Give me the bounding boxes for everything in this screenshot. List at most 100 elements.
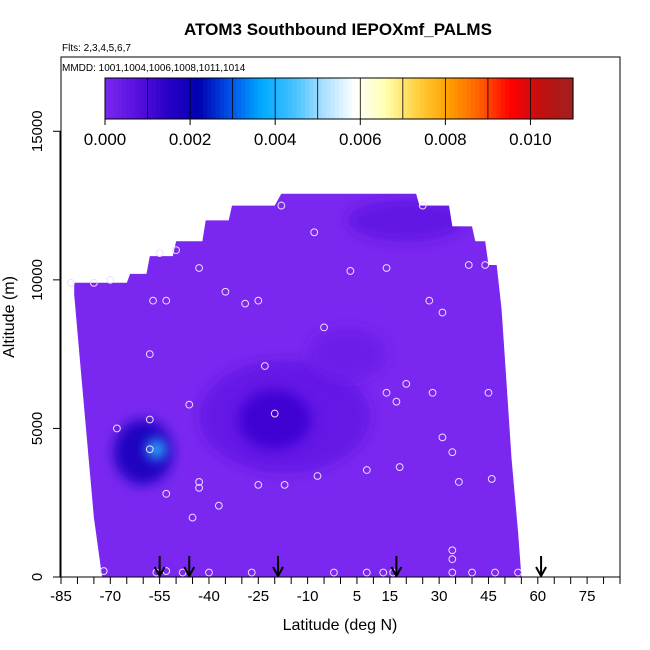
sample-point bbox=[113, 424, 121, 433]
sample-point bbox=[382, 264, 391, 272]
field-patch bbox=[347, 199, 466, 242]
colorbar-ticks: 0.000 0.002 0.004 0.006 0.008 0.010 bbox=[84, 119, 552, 149]
colorbar-frame bbox=[104, 77, 574, 120]
colorbar-band bbox=[368, 78, 374, 119]
colorbar-band bbox=[373, 78, 378, 119]
sample-point bbox=[418, 201, 427, 210]
flight-marker-head bbox=[272, 566, 284, 577]
colorbar-band bbox=[466, 78, 472, 119]
colorbar-band bbox=[207, 78, 212, 119]
sample-point bbox=[468, 568, 476, 577]
colorbar-band bbox=[390, 78, 395, 119]
colorbar-band bbox=[283, 78, 289, 119]
colorbar-band bbox=[568, 78, 574, 119]
colorbar-band bbox=[117, 78, 123, 119]
colorbar-band bbox=[513, 78, 519, 119]
colorbar-band bbox=[526, 78, 532, 119]
colorbar-band bbox=[415, 78, 421, 119]
colorbar-band bbox=[436, 78, 442, 119]
colorbar-band bbox=[334, 78, 340, 119]
colorbar-band bbox=[190, 78, 195, 119]
sample-point bbox=[149, 296, 157, 305]
colorbar-band bbox=[509, 78, 515, 119]
colorbar-band bbox=[113, 78, 119, 119]
colorbar-bands bbox=[105, 78, 574, 119]
flight-markers bbox=[153, 556, 547, 577]
colorbar-band bbox=[266, 78, 272, 119]
colorbar-band bbox=[156, 78, 161, 119]
sample-point bbox=[454, 478, 463, 486]
sample-point bbox=[464, 261, 473, 269]
colorbar-band bbox=[330, 78, 336, 119]
y-axis: 0 5000 10000 15000 bbox=[29, 110, 61, 581]
sample-point bbox=[280, 480, 289, 489]
colorbar-band bbox=[500, 78, 506, 119]
colorbar-band bbox=[428, 78, 434, 119]
flight-marker bbox=[272, 556, 284, 577]
y-axis-label: Altitude (m) bbox=[1, 276, 18, 358]
x-tick-label: -10 bbox=[297, 588, 319, 605]
colorbar-band bbox=[241, 78, 246, 119]
sample-point bbox=[254, 296, 263, 305]
colorbar-band bbox=[304, 78, 310, 119]
colorbar-band bbox=[479, 78, 485, 119]
colorbar-band bbox=[534, 78, 540, 119]
colorbar-band bbox=[300, 78, 306, 119]
sample-point bbox=[448, 448, 457, 457]
colorbar-band bbox=[134, 78, 140, 119]
sample-point bbox=[330, 568, 338, 577]
colorbar-band bbox=[292, 78, 298, 119]
colorbar-band bbox=[458, 78, 463, 119]
colorbar-band bbox=[151, 78, 157, 119]
sample-point bbox=[395, 463, 404, 471]
sample-point bbox=[172, 246, 180, 255]
flight-marker-head bbox=[390, 566, 403, 577]
sample-point bbox=[178, 568, 187, 577]
field-patches bbox=[113, 199, 466, 485]
colorbar-band bbox=[411, 78, 417, 119]
sample-point bbox=[145, 415, 154, 424]
colorbar-band bbox=[236, 78, 242, 119]
colorbar-band bbox=[321, 78, 327, 119]
colorbar-band bbox=[351, 78, 357, 119]
sample-point bbox=[221, 287, 230, 296]
colorbar-band bbox=[453, 78, 459, 119]
flight-marker bbox=[535, 556, 547, 577]
colorbar-band bbox=[202, 78, 208, 119]
sample-point bbox=[448, 555, 457, 564]
colorbar-band bbox=[487, 78, 493, 119]
colorbar-tick-label: 0.008 bbox=[424, 130, 467, 149]
colorbar-band bbox=[194, 78, 200, 119]
colorbar-band bbox=[228, 78, 234, 119]
sample-point bbox=[481, 261, 490, 269]
colorbar-band bbox=[517, 78, 523, 119]
x-tick-label: -25 bbox=[247, 588, 269, 605]
colorbar-band bbox=[211, 78, 217, 119]
sample-point bbox=[162, 489, 171, 498]
colorbar-band bbox=[483, 78, 489, 119]
sample-point bbox=[428, 388, 437, 397]
sample-point bbox=[425, 296, 434, 305]
y-tick-label: 0 bbox=[29, 573, 46, 581]
sample-point bbox=[99, 567, 108, 575]
field-patch bbox=[238, 389, 311, 450]
sample-point bbox=[241, 299, 250, 308]
sample-point bbox=[89, 278, 98, 287]
colorbar-band bbox=[224, 78, 229, 119]
colorbar-band bbox=[309, 78, 315, 119]
colorbar-band bbox=[245, 78, 251, 119]
colorbar-tick-label: 0.000 bbox=[84, 130, 127, 149]
colorbar-band bbox=[147, 78, 153, 119]
colorbar-tick-label: 0.010 bbox=[509, 130, 552, 149]
field-patch bbox=[146, 438, 167, 460]
sample-point bbox=[382, 388, 391, 397]
colorbar-band bbox=[339, 78, 344, 119]
colorbar-band bbox=[126, 78, 132, 119]
colorbar-band bbox=[402, 78, 408, 119]
flight-marker bbox=[183, 556, 196, 577]
sample-point bbox=[438, 433, 447, 442]
colorbar-band bbox=[398, 78, 404, 119]
sample-point bbox=[310, 228, 319, 237]
colorbar-band bbox=[394, 78, 400, 119]
sample-point bbox=[205, 568, 213, 577]
